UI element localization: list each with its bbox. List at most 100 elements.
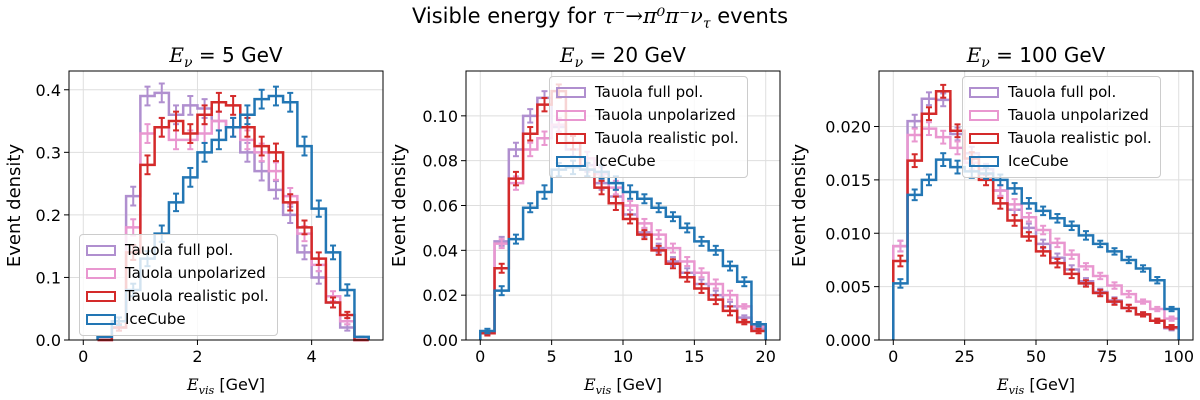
error-bar (612, 195, 619, 211)
error-bar (1082, 230, 1089, 241)
error-bar (272, 180, 279, 200)
axes-frame (68, 70, 384, 341)
error-bar (684, 256, 691, 268)
legend-label: Tauola unpolarized (595, 106, 736, 124)
legend-swatch (969, 156, 999, 167)
error-bar (1097, 288, 1104, 298)
error-bar (1054, 213, 1061, 224)
legend-label: IceCube (125, 310, 186, 328)
x-tick-label: 10 (613, 347, 633, 366)
figure-title: Visible energy for τ⁻→π⁰π⁻ντ events (411, 4, 789, 33)
error-bar (215, 91, 222, 113)
error-bar (940, 129, 947, 145)
error-bar (272, 142, 279, 163)
legend-entry: Tauola realistic pol. (556, 127, 739, 150)
error-bar (1068, 220, 1075, 232)
error-bar (1040, 224, 1047, 236)
x-tick-label: 15 (684, 347, 704, 366)
error-bar (1140, 311, 1147, 318)
error-bar (755, 327, 762, 335)
x-tick-label: 0 (888, 347, 898, 366)
error-bar (997, 197, 1004, 210)
error-bar (330, 244, 337, 261)
step-line (892, 90, 1180, 340)
error-bar (512, 141, 519, 158)
y-tick-label: 0.015 (825, 171, 871, 190)
error-bar (741, 303, 748, 310)
error-bar (301, 219, 308, 236)
error-bar (897, 239, 904, 253)
error-bar (669, 242, 676, 254)
x-tick-label: 100 (1163, 347, 1194, 366)
error-bar (201, 141, 208, 163)
error-bar (258, 135, 265, 157)
y-tick-label: 0.3 (36, 143, 61, 162)
error-bar (925, 106, 932, 122)
error-bar (301, 244, 308, 261)
error-bar (144, 154, 151, 176)
error-bar (1168, 324, 1175, 331)
legend-label: IceCube (595, 152, 656, 170)
error-bar (655, 229, 662, 241)
legend-label: Tauola realistic pol. (595, 129, 739, 147)
error-bar (158, 82, 165, 104)
error-bar (301, 135, 308, 157)
error-bar (727, 260, 734, 272)
error-bar (541, 130, 548, 146)
y-tick-label: 0.04 (422, 241, 458, 260)
error-bar (1025, 231, 1032, 242)
error-bar (130, 185, 137, 207)
error-bar (698, 267, 705, 279)
error-bar (1168, 305, 1175, 313)
y-tick-label: 0.000 (825, 331, 871, 350)
chart-panel-1: 0 2 4 0.0 0.1 0.2 0.3 0.4 Eν = 5 GeV Evis [GeV] Ev… (4, 43, 384, 397)
legend-swatch (556, 87, 586, 98)
error-bar (1082, 279, 1089, 288)
legend-entry: IceCube (86, 308, 269, 331)
x-tick-label: 4 (307, 347, 317, 366)
y-tick-label: 0.02 (422, 286, 458, 305)
x-axis-label: Evis [GeV] (583, 375, 662, 397)
legend-label: IceCube (1008, 152, 1069, 170)
error-bar (684, 222, 691, 234)
x-tick-label: 25 (954, 347, 974, 366)
step-line (892, 158, 1180, 340)
error-bar (911, 127, 918, 143)
error-bar (287, 193, 294, 212)
legend-entry: Tauola unpolarized (969, 104, 1152, 127)
x-tick-label: 0 (475, 347, 485, 366)
error-bar (287, 91, 294, 113)
legend-label: Tauola realistic pol. (1008, 129, 1152, 147)
x-axis-label: Evis [GeV] (186, 375, 265, 397)
panel-title: Eν = 5 GeV (168, 43, 282, 71)
y-tick-label: 0.08 (422, 152, 458, 171)
legend-swatch (969, 87, 999, 98)
legend-entry: IceCube (556, 150, 739, 173)
error-bar (755, 321, 762, 328)
y-tick-label: 0.00 (422, 331, 458, 350)
legend-swatch (86, 314, 116, 325)
x-tick-label: 0 (78, 347, 88, 366)
x-tick-label: 5 (547, 347, 557, 366)
error-bar (230, 116, 237, 138)
legend-entry: Tauola realistic pol. (86, 285, 269, 308)
x-tick-label: 75 (1097, 347, 1117, 366)
error-bar (527, 202, 534, 214)
error-bar (1054, 237, 1061, 249)
series-icecube (892, 152, 1180, 340)
error-bar (598, 179, 605, 196)
error-bar (897, 278, 904, 289)
error-bar (344, 310, 351, 320)
error-bar (230, 95, 237, 116)
error-bar (1111, 247, 1118, 256)
legend-label: Tauola full pol. (1008, 83, 1117, 101)
error-bar (1125, 255, 1132, 265)
error-bar (712, 294, 719, 306)
error-bar (1082, 262, 1089, 271)
error-bar (727, 289, 734, 301)
error-bar (187, 95, 194, 116)
panel-title: Eν = 20 GeV (559, 43, 686, 71)
legend-label: Tauola realistic pol. (125, 287, 269, 305)
error-bar (627, 200, 634, 211)
